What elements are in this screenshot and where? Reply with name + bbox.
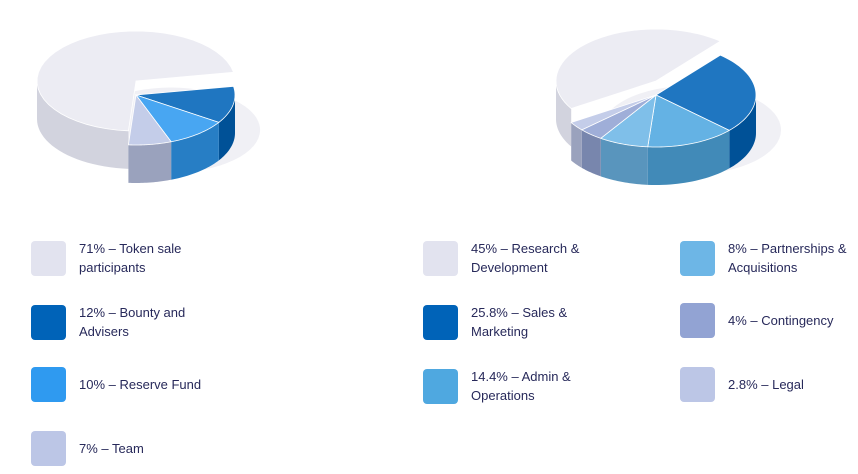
legend-item: 7% – Team: [31, 431, 229, 466]
legend-item: 25.8% – Sales & Marketing: [423, 303, 621, 341]
pie-slice: [599, 94, 657, 148]
pie-slice-side: [128, 141, 172, 183]
legend-label: 4% – Contingency: [728, 313, 834, 328]
legend-swatch: [423, 304, 458, 340]
legend-item: 4% – Contingency: [680, 303, 858, 338]
legend-label: 10% – Reserve Fund: [79, 377, 202, 392]
legend-swatch: [680, 240, 715, 276]
legend-label: 25.8% – Sales & Marketing: [471, 305, 568, 339]
pie-slice-side: [600, 138, 648, 185]
pie-slice-side: [556, 81, 572, 147]
pie-slice: [570, 94, 657, 131]
funds-allocation-pie: [555, 28, 781, 185]
legend-swatch: [31, 367, 66, 402]
legend-label: 45% – Research & Development: [471, 241, 580, 275]
legend-swatch: [423, 368, 458, 404]
legend-swatch: [31, 431, 66, 466]
pie-slice-side: [581, 129, 601, 177]
pie-slice: [36, 30, 235, 132]
pie-slice-side: [647, 130, 730, 185]
pie-slice: [655, 54, 757, 131]
pie-slice-side: [729, 95, 756, 169]
legend-swatch: [680, 303, 715, 338]
legend-item: 45% – Research & Development: [423, 239, 621, 277]
legend-label: 2.8% – Legal: [728, 377, 804, 392]
token-distribution-pie: [36, 30, 261, 183]
pie-slice: [127, 93, 172, 146]
legend-item: 8% – Partnerships & Acquisitions: [680, 239, 858, 277]
legend-label: 14.4% – Admin & Operations: [471, 369, 571, 403]
legend-item: 14.4% – Admin & Operations: [423, 367, 621, 405]
pie-slice: [647, 94, 731, 148]
legend-swatch: [31, 240, 66, 276]
legend-item: 10% – Reserve Fund: [31, 367, 229, 402]
pie-slice-side: [37, 81, 129, 169]
pie-slice-side: [218, 95, 235, 161]
legend-label: 12% – Bounty and Advisers: [79, 305, 186, 339]
legend-swatch: [31, 304, 66, 340]
pie-slice-side: [571, 122, 582, 168]
legend-swatch: [680, 367, 715, 402]
legend-label: 7% – Team: [79, 441, 144, 456]
legend-item: 71% – Token sale participants: [31, 239, 229, 277]
pie-slice-side: [171, 122, 219, 180]
pie-slice: [580, 94, 657, 139]
pie-slice: [555, 28, 722, 110]
legend-item: 12% – Bounty and Advisers: [31, 303, 229, 341]
pie-slice: [135, 85, 236, 123]
legend-swatch: [423, 240, 458, 276]
pie-slice: [134, 94, 220, 143]
legend-label: 71% – Token sale participants: [79, 241, 182, 275]
legend-label: 8% – Partnerships & Acquisitions: [728, 241, 847, 275]
legend-item: 2.8% – Legal: [680, 367, 858, 402]
